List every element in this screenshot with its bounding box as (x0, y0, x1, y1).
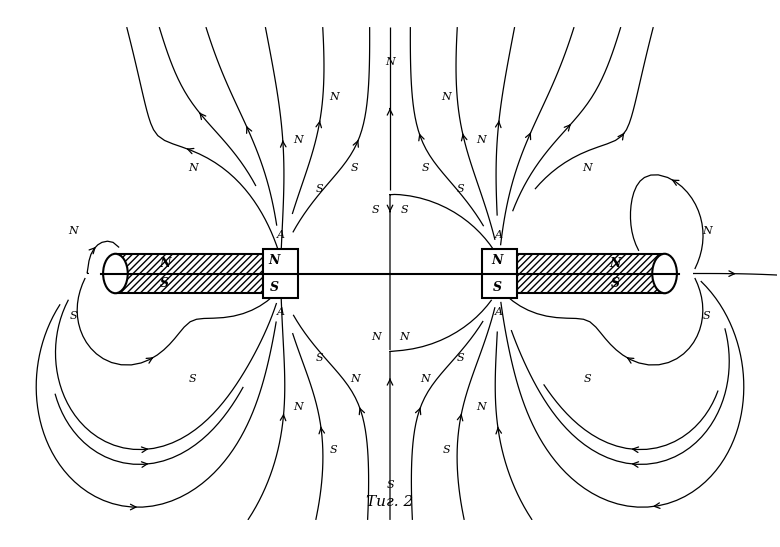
FancyArrowPatch shape (387, 205, 393, 212)
Text: S: S (611, 277, 620, 290)
FancyArrowPatch shape (246, 126, 252, 133)
Bar (516, 254, 665, 293)
Text: S: S (400, 205, 408, 215)
FancyArrowPatch shape (564, 125, 570, 131)
Text: N: N (69, 226, 78, 236)
FancyArrowPatch shape (146, 358, 153, 363)
Text: A: A (495, 307, 503, 317)
FancyArrowPatch shape (280, 414, 285, 421)
Text: N: N (293, 135, 303, 145)
Text: N: N (385, 57, 395, 67)
Text: N: N (420, 374, 430, 384)
Text: N: N (188, 163, 198, 173)
FancyArrowPatch shape (419, 134, 424, 141)
Text: A: A (277, 230, 285, 240)
FancyArrowPatch shape (141, 462, 147, 467)
Text: S: S (316, 184, 324, 194)
Text: N: N (268, 254, 279, 267)
FancyArrowPatch shape (633, 447, 639, 452)
Text: N: N (159, 257, 170, 270)
FancyArrowPatch shape (654, 503, 660, 508)
FancyArrowPatch shape (89, 248, 95, 254)
FancyArrowPatch shape (416, 408, 420, 415)
Bar (115, 254, 264, 293)
FancyArrowPatch shape (200, 113, 206, 120)
Text: N: N (350, 374, 360, 384)
FancyArrowPatch shape (495, 121, 501, 127)
FancyArrowPatch shape (281, 141, 286, 147)
Text: S: S (442, 445, 450, 455)
Text: N: N (477, 135, 487, 145)
FancyArrowPatch shape (457, 414, 463, 421)
Text: N: N (702, 226, 711, 236)
Text: S: S (583, 374, 591, 384)
Text: S: S (421, 163, 429, 173)
Text: N: N (441, 92, 451, 102)
FancyArrowPatch shape (188, 148, 194, 154)
Text: A: A (277, 307, 285, 317)
FancyArrowPatch shape (316, 121, 321, 128)
FancyArrowPatch shape (618, 133, 624, 140)
FancyArrowPatch shape (496, 427, 502, 434)
Text: S: S (351, 163, 359, 173)
Text: A: A (495, 230, 503, 240)
Ellipse shape (652, 254, 677, 293)
Text: Τиг. 2: Τиг. 2 (367, 496, 413, 509)
FancyArrowPatch shape (729, 271, 735, 276)
Text: S: S (386, 480, 394, 490)
Text: S: S (189, 374, 197, 384)
Text: N: N (477, 402, 487, 412)
Text: S: S (456, 184, 464, 194)
FancyArrowPatch shape (672, 180, 679, 185)
FancyArrowPatch shape (360, 408, 364, 415)
Text: S: S (330, 445, 338, 455)
FancyArrowPatch shape (387, 379, 393, 385)
Bar (264, 249, 299, 298)
FancyArrowPatch shape (319, 427, 324, 434)
FancyArrowPatch shape (141, 447, 147, 452)
Ellipse shape (103, 254, 128, 293)
Text: N: N (582, 163, 592, 173)
Text: S: S (160, 277, 169, 290)
Text: N: N (491, 254, 502, 267)
FancyArrowPatch shape (387, 109, 393, 115)
Text: N: N (293, 402, 303, 412)
Text: N: N (371, 332, 381, 342)
Bar (481, 249, 516, 298)
Text: N: N (329, 92, 339, 102)
Text: N: N (399, 332, 409, 342)
Text: S: S (456, 353, 464, 363)
FancyArrowPatch shape (462, 134, 467, 141)
FancyArrowPatch shape (627, 358, 634, 363)
Text: S: S (372, 205, 380, 215)
Text: S: S (269, 281, 278, 294)
FancyArrowPatch shape (633, 462, 639, 467)
FancyArrowPatch shape (353, 140, 358, 147)
FancyArrowPatch shape (130, 504, 136, 510)
Text: S: S (703, 311, 711, 321)
Text: S: S (316, 353, 324, 363)
Text: S: S (69, 311, 77, 321)
Text: N: N (610, 257, 621, 270)
FancyArrowPatch shape (526, 133, 530, 139)
Text: S: S (492, 281, 502, 294)
